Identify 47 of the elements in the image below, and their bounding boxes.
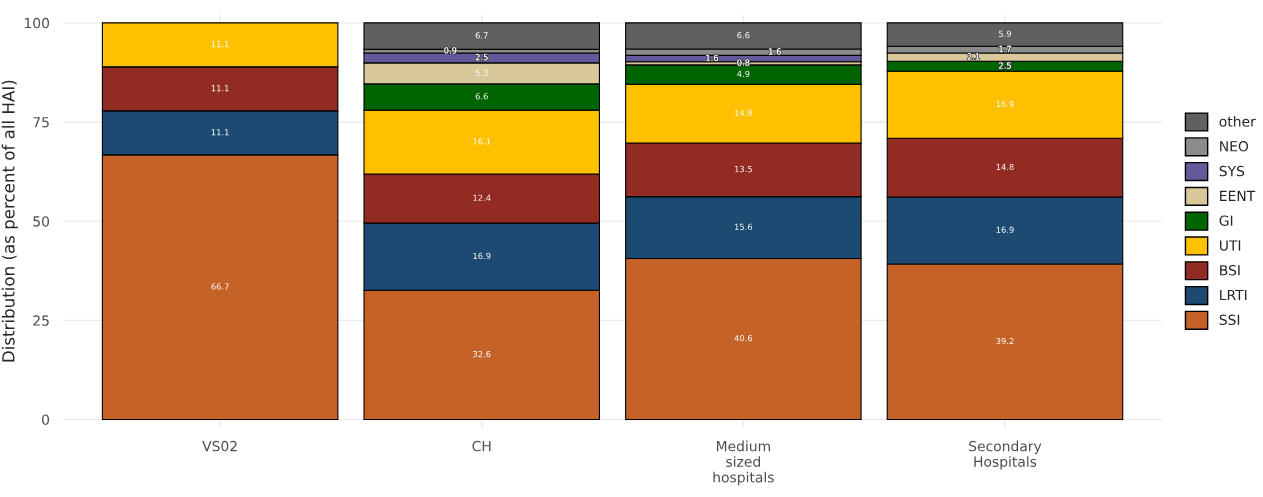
legend-label: BSI [1220, 264, 1240, 276]
data-label: 66.7 [211, 283, 229, 290]
data-label: 2.5 [998, 62, 1011, 69]
data-label: 14.8 [735, 109, 753, 117]
x-tick-label: VS02 [202, 440, 237, 452]
data-label: 1.7 [999, 45, 1011, 52]
data-label: 6.6 [475, 93, 488, 100]
legend-label: SYS [1219, 165, 1245, 177]
legend-label: other [1219, 115, 1256, 127]
data-label: 39.2 [996, 337, 1014, 345]
data-label: 1.6 [706, 54, 719, 61]
legend-label: LRTI [1220, 289, 1247, 301]
data-label: 1.6 [769, 48, 781, 55]
legend-label: SSI [1219, 314, 1240, 326]
data-label: 5.3 [475, 69, 488, 76]
legend-label: EENT [1220, 190, 1256, 201]
data-label: 2.5 [475, 54, 488, 61]
data-label: 6.7 [475, 32, 488, 39]
data-label: 6.6 [737, 32, 750, 39]
y-tick-label: 25 [33, 315, 49, 326]
y-tick-label: 0 [42, 414, 50, 425]
data-label: 16.9 [473, 252, 491, 260]
data-label: 2.1 [967, 53, 980, 60]
legend-label: NEO [1220, 141, 1249, 152]
data-label: 16.9 [996, 100, 1014, 108]
data-label: 4.9 [737, 70, 750, 78]
data-label: 11.1 [211, 41, 229, 48]
legend-label: GI [1219, 215, 1233, 226]
x-tick-label: Secondary Hospitals [969, 440, 1042, 470]
data-label: 15.6 [735, 223, 753, 230]
data-label: 16.1 [473, 138, 491, 145]
data-label: 13.5 [735, 165, 752, 173]
data-label: 11.1 [211, 85, 229, 92]
y-tick-label: 75 [33, 117, 49, 128]
data-label: 40.6 [734, 335, 753, 342]
data-label: 11.1 [211, 129, 229, 136]
data-label: 32.6 [473, 350, 491, 358]
y-tick-label: 50 [33, 216, 50, 227]
data-label: 12.4 [473, 194, 491, 201]
y-axis-title: Distribution (as percent of all HAI) [1, 80, 18, 362]
x-tick-label: CH [472, 440, 491, 452]
data-label: 16.9 [996, 226, 1014, 233]
data-label: 14.8 [996, 163, 1014, 171]
y-tick-label: 100 [24, 17, 50, 29]
legend-label: UTI [1219, 240, 1241, 251]
data-label: 5.9 [999, 30, 1012, 37]
x-tick-label: Medium sized hospitals [713, 440, 774, 486]
